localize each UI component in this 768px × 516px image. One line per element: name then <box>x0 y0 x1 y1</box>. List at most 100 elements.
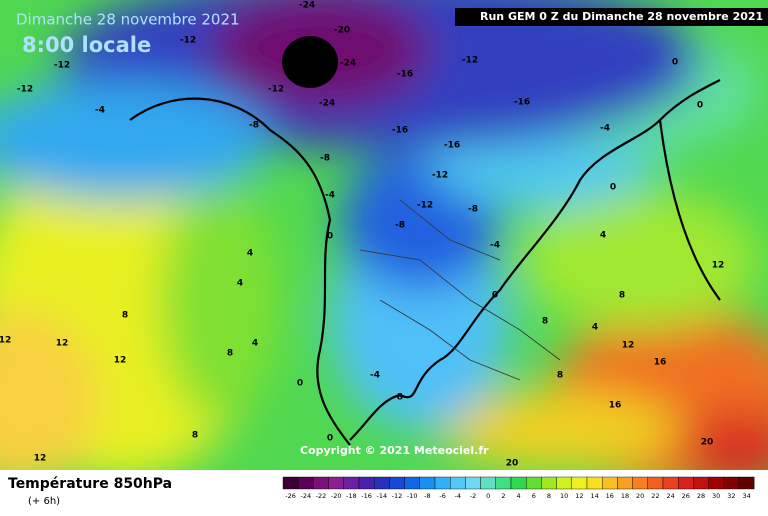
contour-label: 4 <box>237 279 243 289</box>
scale-swatch <box>389 476 405 490</box>
scale-swatch <box>662 476 679 490</box>
scale-label: 12 <box>575 492 583 500</box>
coastlines <box>129 79 721 446</box>
scale-label: 14 <box>590 492 598 500</box>
scale-label: 20 <box>636 492 644 500</box>
contour-label: 12 <box>622 341 635 351</box>
contour-label: 16 <box>654 358 667 368</box>
run-title: Run GEM 0 Z du Dimanche 28 novembre 2021 <box>480 10 763 23</box>
scale-label: 18 <box>621 492 629 500</box>
scale-label: -10 <box>407 492 418 500</box>
contour-label: 8 <box>192 431 198 441</box>
scale-label: -26 <box>285 492 296 500</box>
scale-swatch <box>282 476 299 490</box>
scale-label: 32 <box>727 492 735 500</box>
scale-swatch <box>343 476 360 490</box>
contour-label: 8 <box>227 349 233 359</box>
scale-label: -2 <box>470 492 476 500</box>
run-box <box>455 8 768 26</box>
scale-swatch <box>708 476 724 490</box>
contour-label: 12 <box>34 454 47 464</box>
contour-label: -4 <box>600 124 610 134</box>
scale-swatch <box>404 476 421 490</box>
scale-swatch <box>434 476 451 490</box>
contour-label: -16 <box>392 126 408 136</box>
footer-title: Température 850hPa <box>8 476 172 492</box>
contour-label: -8 <box>393 393 403 403</box>
scale-swatch <box>526 476 542 490</box>
contour-label: 4 <box>252 339 258 349</box>
contour-label: -4 <box>490 241 500 251</box>
contour-label: -12 <box>417 201 433 211</box>
time-title: 8:00 locale <box>22 33 151 57</box>
scale-label: 6 <box>532 492 536 500</box>
contour-label: -4 <box>95 106 105 116</box>
contour-label: 20 <box>506 459 519 469</box>
scale-swatch <box>480 476 497 490</box>
scale-label: 24 <box>666 492 674 500</box>
contour-label: -16 <box>397 70 413 80</box>
contour-label: -8 <box>249 121 259 131</box>
contour-label: -12 <box>180 36 196 46</box>
contour-label: 0 <box>327 434 333 444</box>
scale-label: 8 <box>547 492 551 500</box>
scale-swatch <box>723 476 740 490</box>
scale-swatch <box>678 476 694 490</box>
copyright: Copyright © 2021 Meteociel.fr <box>300 444 489 457</box>
scale-label: 10 <box>560 492 568 500</box>
scale-label: -20 <box>331 492 342 500</box>
scale-label: -16 <box>361 492 372 500</box>
contour-label: 4 <box>600 231 606 241</box>
scale-swatch <box>358 476 375 490</box>
scale-label: -8 <box>424 492 430 500</box>
contour-label: -12 <box>54 61 70 71</box>
contour-label: 8 <box>122 311 128 321</box>
scale-label: -4 <box>455 492 461 500</box>
scale-label: -14 <box>376 492 387 500</box>
scale-swatch <box>298 476 314 490</box>
scale-label: -12 <box>392 492 403 500</box>
scale-label: -18 <box>346 492 357 500</box>
contour-label: 0 <box>327 232 333 242</box>
scale-swatch <box>419 476 436 490</box>
scale-label: 16 <box>606 492 614 500</box>
contour-label: 0 <box>672 58 678 68</box>
scale-swatch <box>602 476 618 490</box>
scale-swatch <box>571 476 588 490</box>
contour-label: -8 <box>395 221 405 231</box>
scale-label: 0 <box>486 492 490 500</box>
contour-label: -8 <box>468 205 478 215</box>
contour-label: -28 <box>292 63 308 73</box>
contour-label: -12 <box>268 85 284 95</box>
scale-swatch <box>510 476 527 490</box>
scale-label: 26 <box>682 492 690 500</box>
contour-label: -12 <box>432 171 448 181</box>
contour-label: 12 <box>712 261 725 271</box>
borders <box>359 199 561 381</box>
scale-swatch <box>738 476 755 490</box>
scale-label: 34 <box>742 492 750 500</box>
contour-label: 8 <box>619 291 625 301</box>
contour-label: -4 <box>370 371 380 381</box>
scale-label: -22 <box>316 492 327 500</box>
scale-swatch <box>632 476 648 490</box>
scale-label: 28 <box>697 492 705 500</box>
contour-label: 4 <box>247 249 253 259</box>
scale-swatch <box>541 476 557 490</box>
scale-swatch <box>328 476 345 490</box>
contour-label: -12 <box>462 56 478 66</box>
scale-swatch <box>465 476 481 490</box>
contour-label: 8 <box>542 317 548 327</box>
scale-label: -24 <box>300 492 311 500</box>
contour-label: 12 <box>0 336 11 346</box>
scale-label: -6 <box>439 492 445 500</box>
scale-swatch <box>374 476 390 490</box>
contour-label: 12 <box>56 339 69 349</box>
contour-label: -24 <box>299 1 315 11</box>
contour-label: 12 <box>114 356 127 366</box>
contour-label: -4 <box>325 191 335 201</box>
scale-swatch <box>647 476 664 490</box>
temperature-field <box>0 0 768 490</box>
contour-label: -16 <box>514 98 530 108</box>
